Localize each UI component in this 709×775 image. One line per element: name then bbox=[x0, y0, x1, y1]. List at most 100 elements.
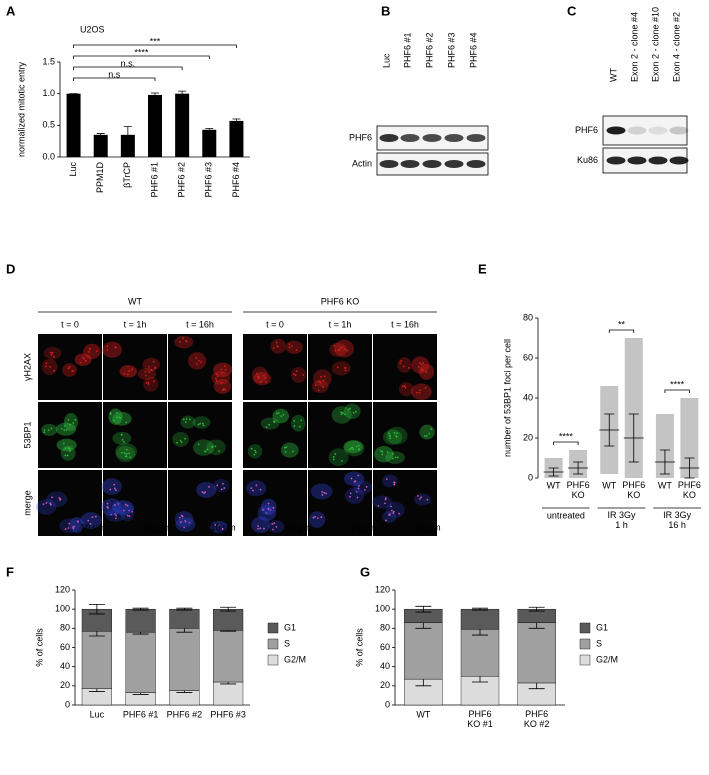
nucleus bbox=[343, 403, 361, 419]
bar-segment bbox=[125, 631, 156, 693]
nucleus bbox=[46, 491, 68, 508]
focus bbox=[340, 460, 343, 462]
focus bbox=[321, 491, 324, 493]
focus bbox=[390, 505, 392, 508]
focus bbox=[348, 448, 351, 451]
nucleus bbox=[343, 440, 363, 454]
row-label: PHF6 bbox=[575, 125, 598, 135]
nucleus bbox=[62, 363, 78, 377]
focus bbox=[180, 521, 182, 524]
significance-label: n.s. bbox=[121, 58, 136, 68]
focus bbox=[128, 370, 131, 372]
nucleus bbox=[172, 431, 189, 448]
panel-letter: A bbox=[6, 3, 16, 18]
focus bbox=[183, 526, 186, 529]
focus bbox=[121, 439, 124, 441]
y-tick-label: 60 bbox=[380, 642, 390, 652]
focus bbox=[113, 504, 116, 506]
nucleus bbox=[101, 478, 122, 495]
row-label: Ku86 bbox=[577, 155, 598, 165]
focus bbox=[417, 366, 420, 368]
micrograph bbox=[168, 334, 232, 400]
y-tick-label: 80 bbox=[60, 623, 70, 633]
focus bbox=[113, 483, 116, 486]
legend-swatch bbox=[579, 638, 591, 650]
nucleus bbox=[308, 511, 326, 528]
x-tick-label: βTrCP bbox=[122, 162, 132, 188]
focus bbox=[260, 381, 262, 384]
focus bbox=[95, 350, 98, 352]
focus bbox=[321, 493, 324, 496]
focus bbox=[351, 446, 354, 449]
focus bbox=[291, 345, 293, 347]
time-label: t = 0 bbox=[266, 319, 284, 329]
focus bbox=[334, 453, 337, 456]
focus bbox=[342, 412, 344, 414]
significance-bracket bbox=[73, 66, 183, 70]
scale-bar-label: 10 µm bbox=[80, 522, 105, 532]
blot-band bbox=[627, 156, 647, 165]
focus bbox=[150, 369, 153, 371]
focus bbox=[118, 416, 121, 419]
y-tick-label: 40 bbox=[523, 392, 533, 402]
focus bbox=[84, 359, 87, 362]
y-tick-label: 60 bbox=[523, 352, 533, 362]
scale-bar-label: 10 µm bbox=[350, 522, 375, 532]
focus bbox=[341, 346, 344, 349]
focus bbox=[283, 446, 286, 449]
focus bbox=[339, 346, 342, 349]
focus bbox=[354, 480, 357, 482]
focus bbox=[384, 502, 386, 505]
time-label: t = 16h bbox=[186, 319, 214, 329]
focus bbox=[123, 452, 126, 454]
focus bbox=[390, 509, 393, 512]
focus bbox=[349, 407, 352, 410]
error-bar bbox=[205, 128, 214, 130]
focus bbox=[398, 512, 400, 515]
focus bbox=[288, 343, 291, 346]
focus bbox=[384, 498, 387, 501]
focus bbox=[320, 375, 322, 378]
significance-bracket bbox=[608, 329, 635, 333]
focus bbox=[66, 454, 69, 457]
nucleus bbox=[83, 343, 101, 360]
nucleus bbox=[119, 365, 138, 378]
focus bbox=[418, 362, 421, 364]
x-tick-label: WT bbox=[658, 480, 672, 490]
focus bbox=[269, 509, 272, 511]
focus bbox=[275, 525, 278, 528]
nucleus bbox=[108, 408, 123, 425]
focus bbox=[292, 450, 294, 453]
focus bbox=[358, 448, 361, 451]
focus bbox=[302, 374, 305, 376]
lane-label: PHF6 #3 bbox=[446, 32, 456, 68]
y-tick-label: 0.0 bbox=[42, 151, 55, 161]
bar-segment bbox=[460, 608, 500, 630]
focus bbox=[106, 345, 109, 348]
focus bbox=[221, 389, 224, 392]
focus bbox=[179, 340, 181, 343]
focus bbox=[257, 375, 259, 378]
focus bbox=[125, 448, 128, 451]
focus bbox=[267, 507, 270, 510]
error-bar bbox=[151, 92, 159, 95]
focus bbox=[89, 523, 92, 525]
time-label: t = 16h bbox=[391, 319, 419, 329]
focus bbox=[265, 381, 267, 384]
focus bbox=[220, 382, 223, 384]
focus bbox=[45, 362, 48, 365]
nucleus bbox=[56, 438, 77, 452]
nucleus bbox=[187, 352, 207, 370]
micrograph bbox=[243, 402, 307, 468]
legend-label: S bbox=[596, 638, 602, 648]
focus bbox=[220, 488, 223, 491]
focus bbox=[176, 441, 178, 444]
significance-bracket bbox=[553, 441, 579, 445]
focus bbox=[312, 516, 315, 519]
nucleus bbox=[115, 443, 138, 460]
error-bar bbox=[573, 461, 584, 474]
focus bbox=[300, 419, 303, 422]
focus bbox=[69, 423, 71, 426]
focus bbox=[116, 416, 118, 419]
focus bbox=[109, 413, 112, 416]
